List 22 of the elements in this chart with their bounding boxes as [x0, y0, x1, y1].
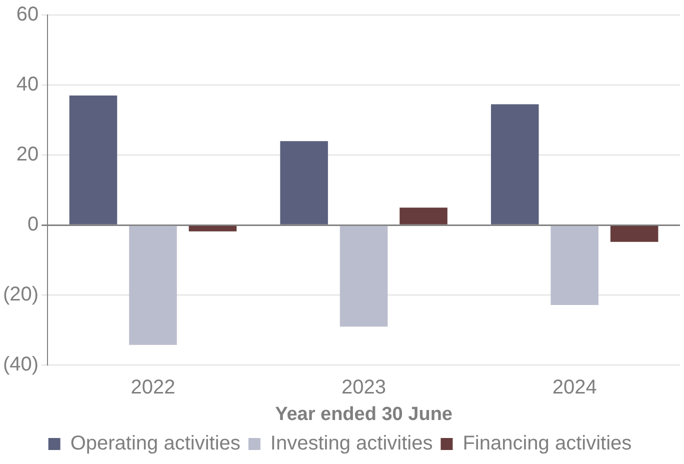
x-tick-label: 2024: [552, 376, 597, 399]
bar: [69, 96, 118, 224]
bar: [490, 104, 539, 224]
y-tick-label: 60: [16, 4, 39, 26]
bar: [400, 208, 448, 224]
bar: [550, 226, 598, 305]
bar: [188, 226, 237, 232]
y-tick-label: (20): [2, 284, 39, 306]
bar: [280, 141, 328, 224]
legend-label: Investing activities: [270, 432, 433, 455]
x-tick-label: 2023: [342, 376, 386, 399]
bar: [340, 226, 388, 327]
y-tick-label: 20: [16, 144, 39, 166]
y-tick-label: 0: [27, 214, 39, 236]
x-tick-label: 2022: [130, 376, 176, 399]
x-axis-title: Year ended 30 June: [275, 404, 452, 425]
y-tick-label: 40: [16, 74, 39, 96]
y-tick-label: (40): [2, 354, 39, 376]
legend-label: Financing activities: [462, 432, 632, 455]
bar: [610, 226, 658, 242]
legend-label: Operating activities: [70, 432, 240, 455]
bar: [129, 226, 177, 345]
